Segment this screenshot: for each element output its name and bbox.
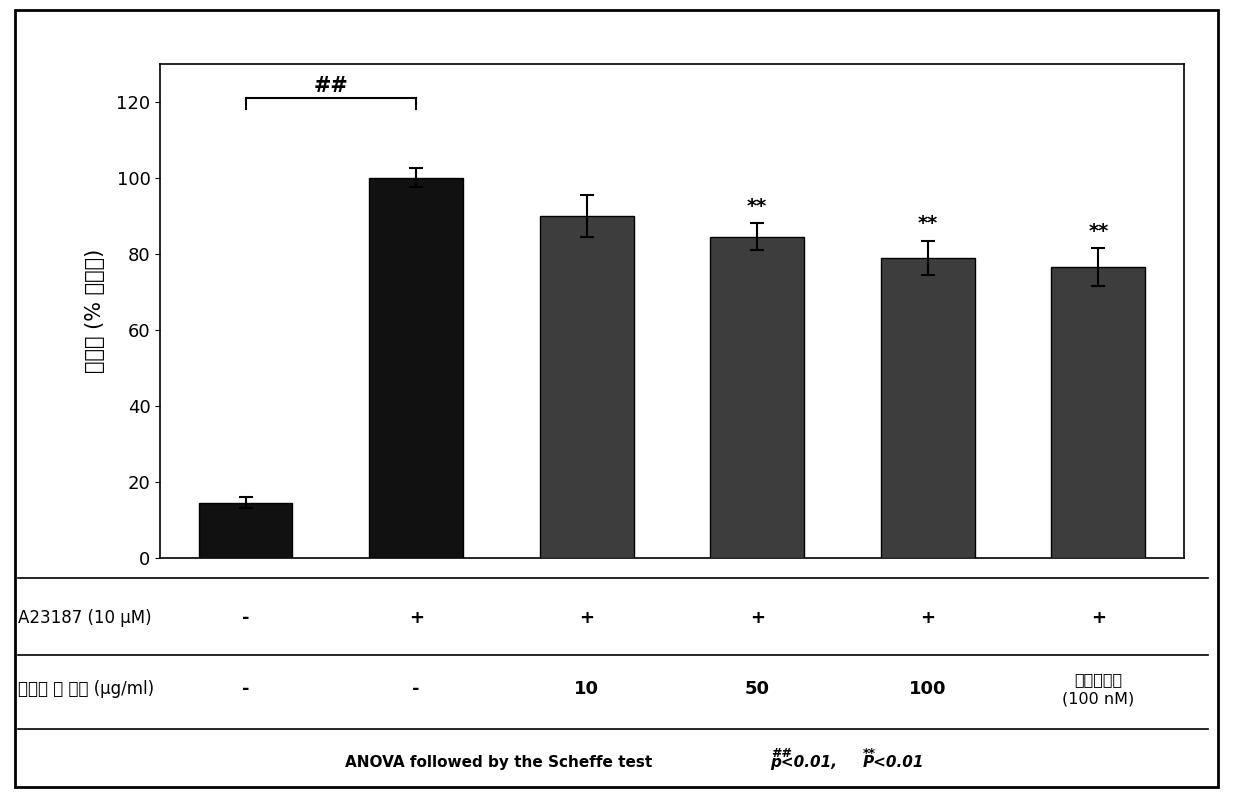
Y-axis label: 품과률 (% 대조군): 품과률 (% 대조군) (85, 249, 105, 373)
Bar (1052, 267, 1145, 558)
Text: A23187 (10 μM): A23187 (10 μM) (18, 609, 152, 626)
Text: p<0.01,: p<0.01, (771, 755, 848, 770)
Bar (369, 178, 464, 558)
Text: -: - (412, 681, 420, 698)
Bar (540, 216, 634, 558)
Text: 100: 100 (909, 681, 947, 698)
Text: 덕사메타손
(100 nM): 덕사메타손 (100 nM) (1063, 673, 1134, 706)
Text: +: + (408, 609, 424, 626)
Text: ##: ## (771, 747, 792, 760)
Text: +: + (580, 609, 594, 626)
Text: +: + (750, 609, 764, 626)
Text: +: + (920, 609, 936, 626)
Text: 복분자 씨 기름 (μg/ml): 복분자 씨 기름 (μg/ml) (18, 681, 154, 698)
Text: ANOVA followed by the Scheffe test: ANOVA followed by the Scheffe test (345, 755, 657, 770)
Text: 10: 10 (575, 681, 599, 698)
Text: 50: 50 (745, 681, 769, 698)
Text: **: ** (917, 214, 938, 233)
Text: -: - (242, 609, 249, 626)
Text: -: - (242, 681, 249, 698)
Text: +: + (1091, 609, 1106, 626)
Text: **: ** (1089, 222, 1108, 241)
Text: P<0.01: P<0.01 (863, 755, 925, 770)
Text: ##: ## (313, 76, 348, 96)
Text: **: ** (863, 747, 877, 760)
Bar (199, 503, 292, 558)
Bar (710, 237, 804, 558)
Text: **: ** (747, 197, 767, 216)
Bar (880, 257, 975, 558)
